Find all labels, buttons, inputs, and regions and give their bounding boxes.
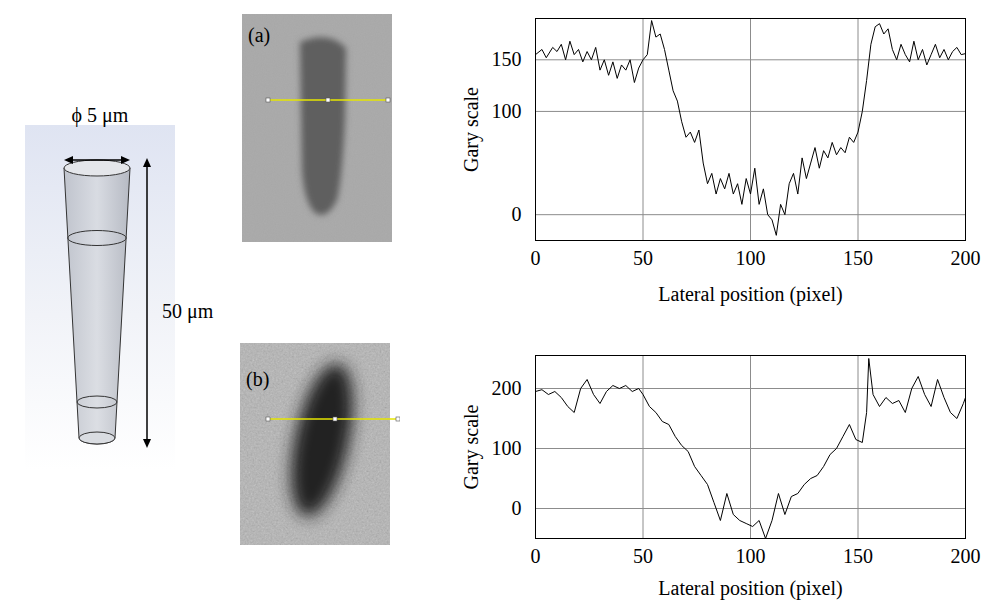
svg-text:Lateral position (pixel): Lateral position (pixel) [658,577,842,600]
svg-text:50 μm: 50 μm [162,300,214,323]
svg-text:200: 200 [492,377,522,399]
svg-text:100: 100 [492,437,522,459]
svg-text:(b): (b) [246,368,269,391]
svg-text:50: 50 [633,545,653,567]
svg-text:50: 50 [633,247,653,269]
svg-text:150: 150 [843,247,873,269]
svg-text:100: 100 [736,247,766,269]
svg-text:100: 100 [736,545,766,567]
svg-text:Gary scale: Gary scale [460,87,483,172]
svg-text:ϕ 5 μm: ϕ 5 μm [72,104,129,127]
svg-text:0: 0 [531,545,541,567]
svg-text:0: 0 [531,247,541,269]
svg-text:Gary scale: Gary scale [460,404,483,489]
svg-text:200: 200 [951,247,981,269]
svg-text:200: 200 [951,545,981,567]
svg-text:Lateral position (pixel): Lateral position (pixel) [658,283,842,306]
svg-text:0: 0 [512,497,522,519]
svg-text:100: 100 [492,100,522,122]
svg-text:150: 150 [492,48,522,70]
svg-text:0: 0 [512,203,522,225]
svg-text:(a): (a) [248,24,270,47]
svg-text:150: 150 [843,545,873,567]
